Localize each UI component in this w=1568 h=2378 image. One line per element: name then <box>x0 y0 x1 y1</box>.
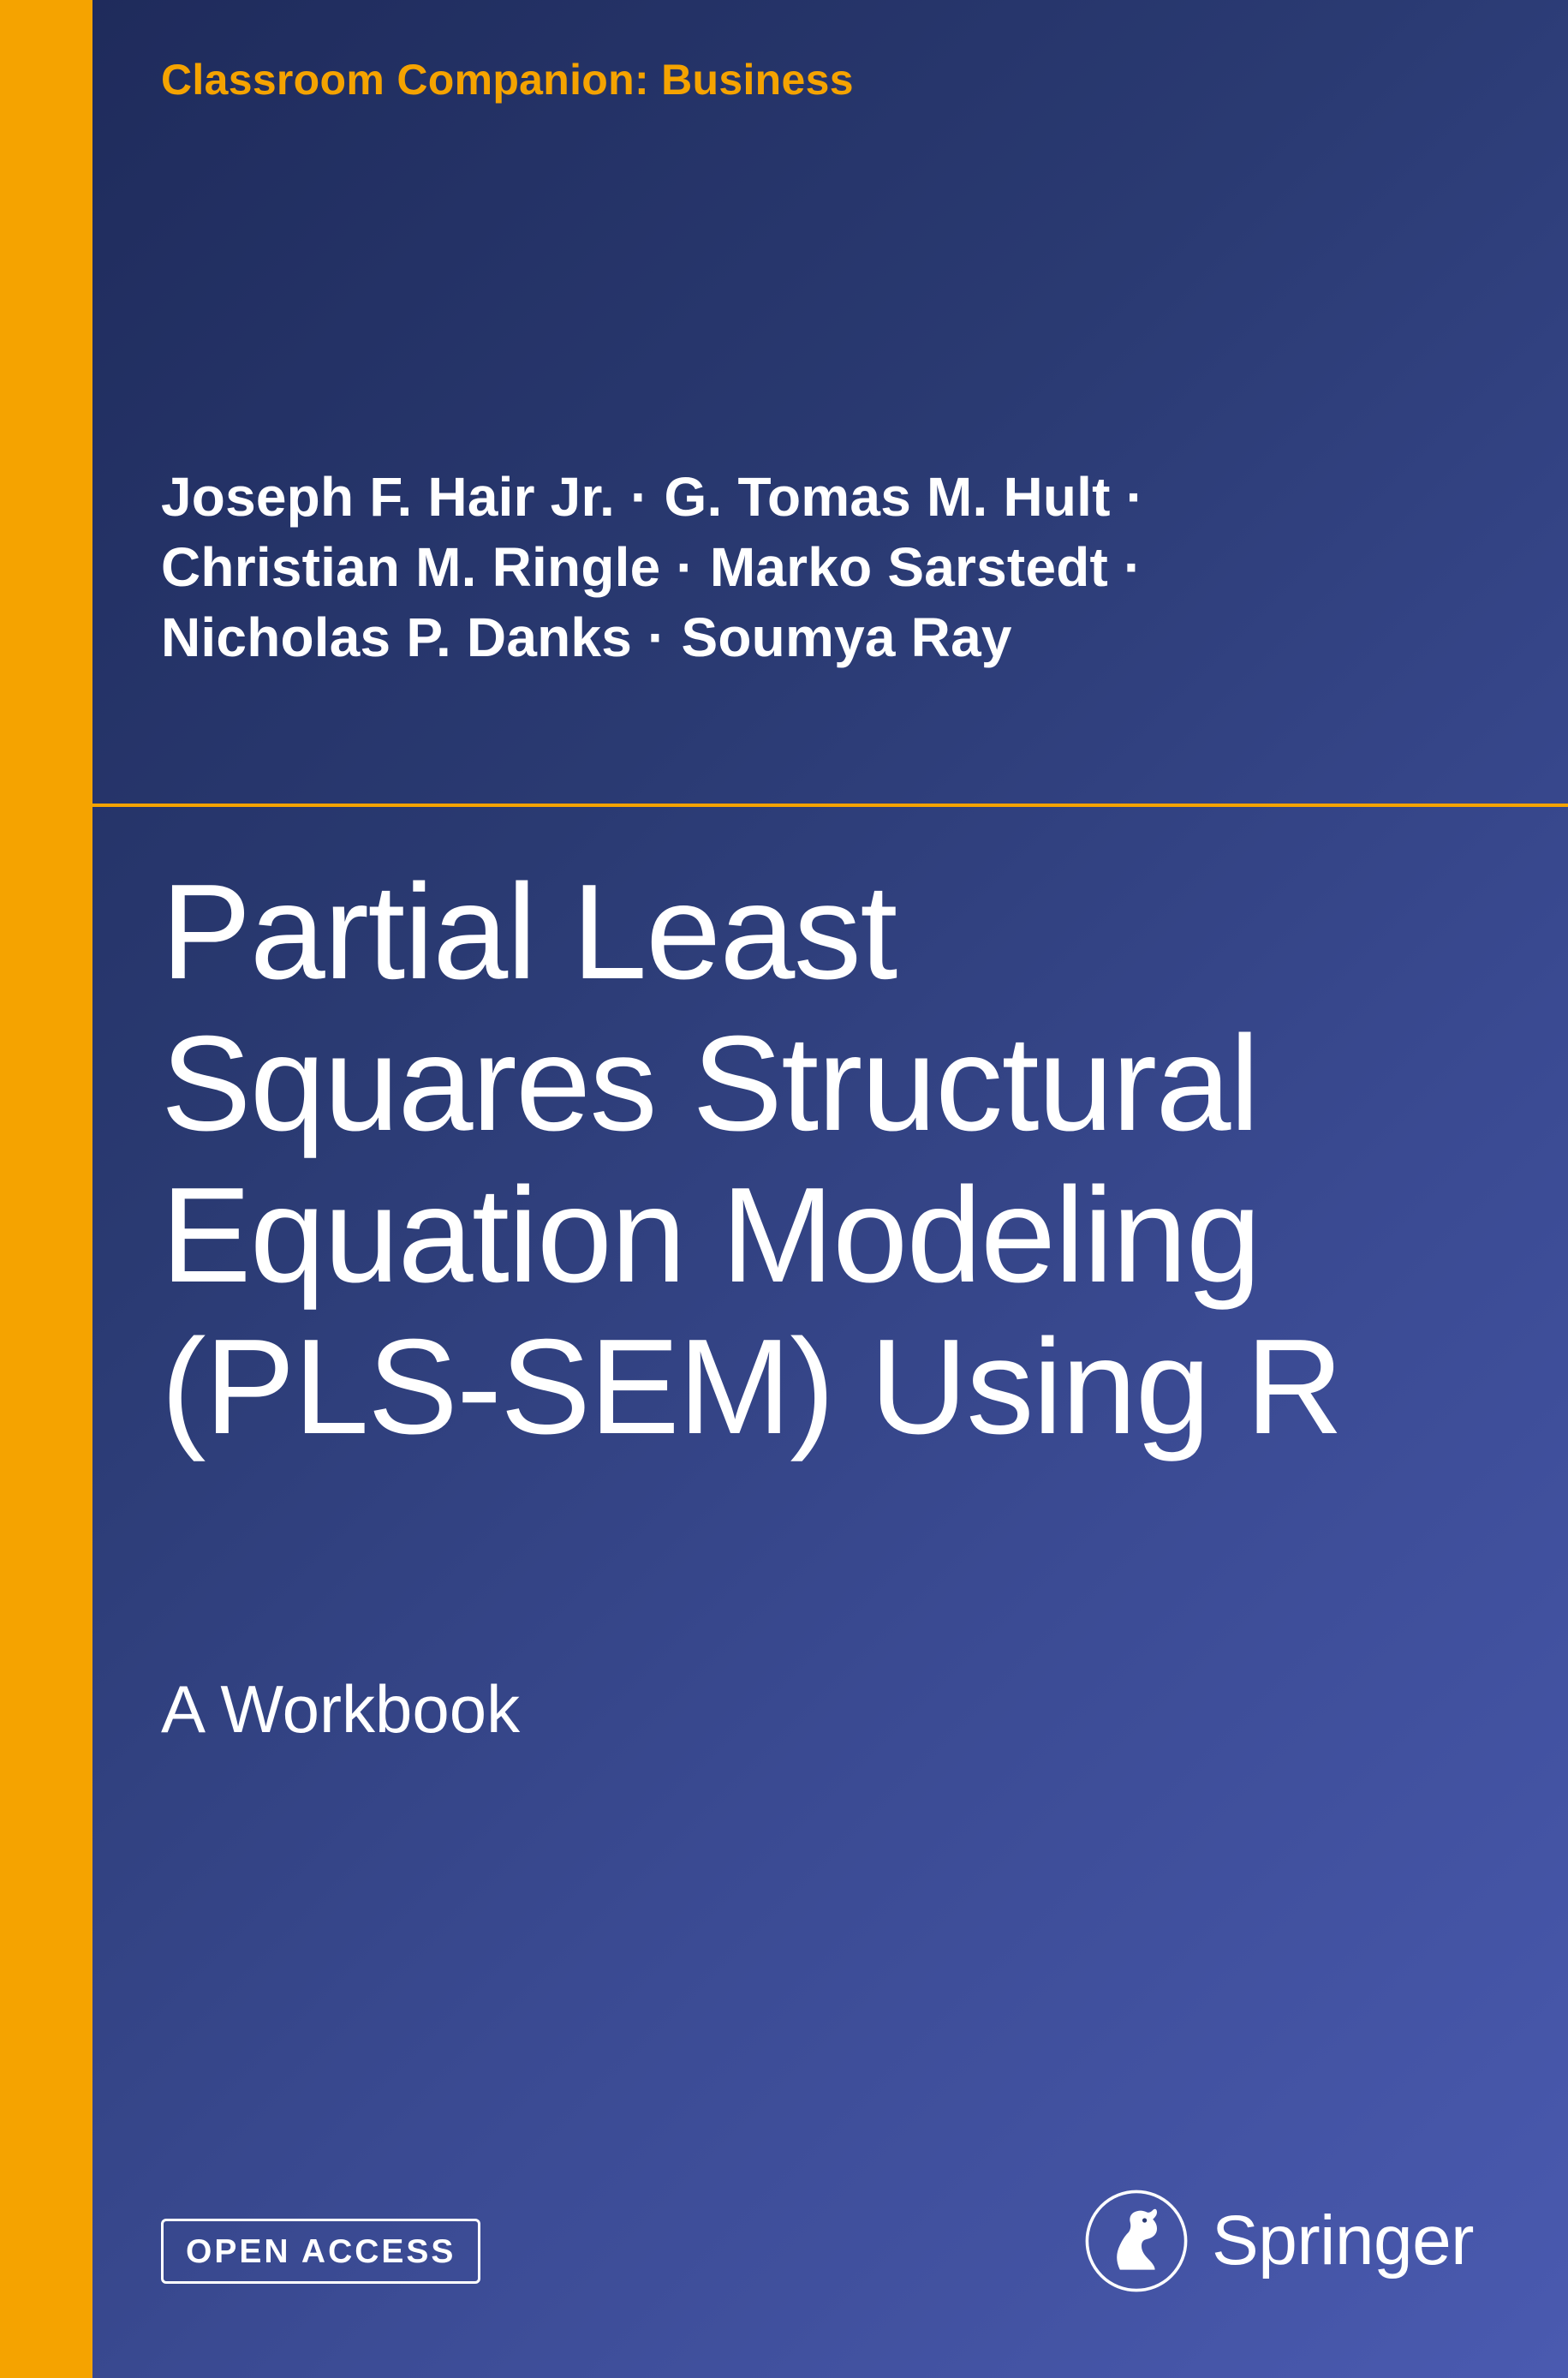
open-access-badge: OPEN ACCESS <box>161 2219 480 2284</box>
series-label: Classroom Companion: Business <box>161 55 854 105</box>
spine-bar <box>0 0 92 2378</box>
book-cover: Classroom Companion: Business Joseph F. … <box>0 0 1568 2378</box>
publisher-name: Springer <box>1212 2201 1474 2281</box>
authors-block: Joseph F. Hair Jr. · G. Tomas M. Hult ·C… <box>161 463 1144 673</box>
horizontal-divider <box>0 804 1568 807</box>
book-subtitle: A Workbook <box>161 1670 520 1748</box>
book-title: Partial LeastSquares StructuralEquation … <box>161 857 1342 1463</box>
springer-horse-icon <box>1085 2190 1188 2292</box>
publisher-logo: Springer <box>1085 2190 1474 2292</box>
